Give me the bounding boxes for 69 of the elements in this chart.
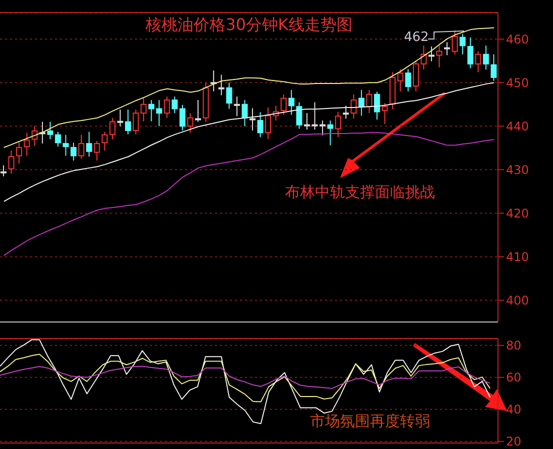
candlestick: [257, 112, 264, 138]
line-series: [3, 132, 495, 256]
candlestick: [467, 36, 474, 69]
candlestick: [405, 68, 412, 92]
candlestick: [179, 104, 186, 132]
annotation: 市场氛围再度转弱: [310, 412, 430, 431]
candlestick: [62, 134, 69, 156]
candlestick: [102, 131, 108, 152]
candlestick: [94, 140, 100, 162]
candlestick: [164, 96, 170, 118]
candlestick: [47, 121, 54, 140]
candlestick: [374, 91, 380, 120]
line-series: [0, 354, 491, 402]
candlestick: [280, 94, 287, 116]
candlestick: [117, 109, 124, 127]
candlestick: [78, 134, 84, 160]
candlestick: [452, 30, 458, 55]
y-tick-label: 430: [506, 162, 529, 177]
candlestick: [70, 142, 77, 162]
candlestick: [195, 100, 202, 122]
candlestick: [24, 132, 30, 156]
candlestick: [436, 45, 442, 68]
candlestick: [109, 117, 116, 140]
y-tick-label: 80: [506, 338, 522, 353]
candlestick: [125, 109, 131, 135]
y-tick-label: 450: [506, 76, 529, 90]
y-tick-label: 410: [506, 250, 529, 264]
y-tick-label: 60: [506, 370, 522, 385]
candlestick: [358, 90, 364, 116]
line-series: [3, 82, 495, 202]
candlestick: [444, 42, 450, 56]
chart-title: 核桃油价格30分钟K线走势图: [146, 15, 352, 34]
annotation: 462: [404, 30, 429, 45]
y-tick-label: 400: [506, 294, 529, 308]
candlestick: [218, 74, 224, 96]
candlestick: [265, 106, 272, 140]
candlestick: [250, 108, 256, 132]
y-tick-label: 20: [506, 434, 522, 449]
candlestick: [0, 164, 6, 177]
candlestick: [460, 33, 466, 55]
candlestick: [288, 90, 294, 116]
candlestick: [382, 102, 388, 124]
candlestick: [475, 50, 482, 73]
candlestick: [335, 111, 342, 138]
candlestick: [304, 112, 310, 130]
candlestick: [482, 45, 489, 70]
candlestick: [16, 142, 22, 164]
candlestick: [8, 150, 14, 174]
candlestick: [397, 68, 404, 92]
candlestick: [172, 96, 178, 114]
y-tick-label: 40: [506, 402, 522, 417]
candlestick: [490, 54, 497, 82]
candlestick: [342, 105, 349, 120]
candlestick: [86, 131, 92, 158]
candlestick: [54, 131, 61, 148]
candlestick: [428, 46, 434, 62]
annotation: 布林中轨支撑面临挑战: [285, 183, 435, 202]
y-tick-label: 460: [506, 32, 529, 46]
candlestick: [366, 90, 372, 114]
line-series: [0, 366, 491, 389]
y-tick-label: 420: [506, 206, 529, 220]
candlestick: [226, 82, 232, 110]
candlestick: [234, 96, 240, 117]
candlestick: [350, 94, 357, 120]
candlestick: [296, 102, 302, 130]
candlestick: [327, 120, 334, 146]
candlestick: [242, 100, 248, 127]
y-tick-label: 440: [506, 119, 529, 134]
candlestick: [187, 112, 194, 134]
